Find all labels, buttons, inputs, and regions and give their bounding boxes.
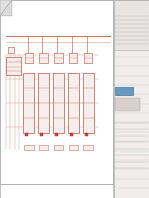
Bar [84,53,92,63]
Bar [83,145,93,150]
Bar [68,73,79,133]
Bar [115,98,140,111]
Bar [70,133,73,136]
Bar [114,0,149,50]
Bar [39,53,48,63]
Bar [54,145,63,150]
Bar [25,53,33,63]
Bar [39,145,48,150]
Bar [25,133,28,136]
Polygon shape [0,0,12,16]
Bar [8,47,14,53]
Bar [6,57,21,75]
Bar [40,133,43,136]
Bar [53,73,64,133]
Bar [69,145,78,150]
Bar [24,145,34,150]
Polygon shape [0,0,12,16]
Bar [69,53,77,63]
Bar [54,53,63,63]
Bar [114,0,149,198]
Bar [55,133,58,136]
Bar [0,0,113,184]
Bar [83,73,94,133]
Bar [38,73,49,133]
Bar [23,73,34,133]
Bar [115,87,133,95]
Bar [85,133,88,136]
